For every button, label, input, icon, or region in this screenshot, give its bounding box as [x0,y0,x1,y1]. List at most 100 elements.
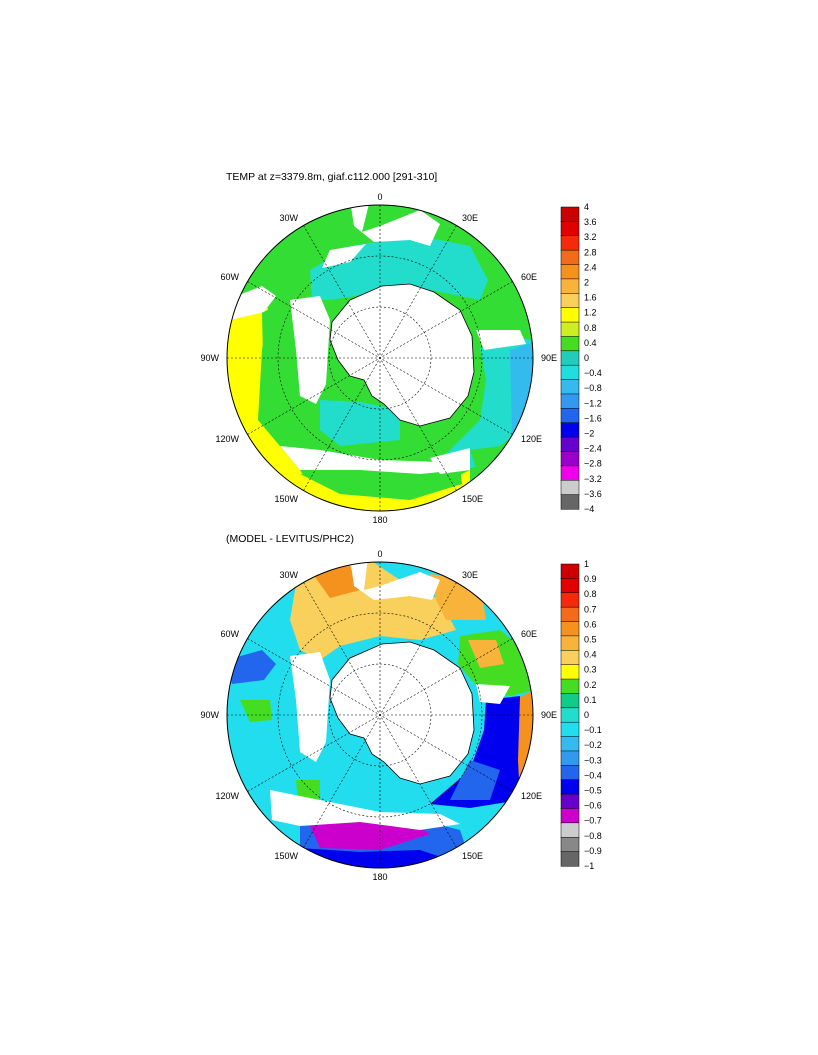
colorbar-swatch [560,606,580,623]
colorbar-swatch [560,206,580,222]
colorbar-label: −2.8 [584,459,602,469]
lon-label-180: 180 [372,515,387,525]
colorbar-label: 0 [584,710,589,720]
colorbar-swatch [560,765,580,781]
colorbar-swatch [560,393,580,409]
colorbar-swatch [560,379,580,395]
lon-label-30w: 30W [279,570,298,580]
colorbar-label: −3.6 [584,489,602,499]
colorbar-label: 1.2 [584,308,597,318]
colorbar-swatch [560,779,580,795]
colorbar-label: 0.4 [584,338,597,348]
colorbar-swatch [560,235,580,251]
colorbar-swatch [560,635,580,651]
colorbar-label: −0.8 [584,383,602,393]
colorbar-swatch [560,664,580,680]
temp-map: 0 30E 60E 90E 120E 150E 180 150W 120W 90… [200,192,557,525]
lon-label-150e: 150E [462,851,483,861]
colorbar-label: 0.7 [584,604,597,614]
lon-label-120w: 120W [215,791,239,801]
temp-lon-labels: 0 30E 60E 90E 120E 150E 180 150W 120W 90… [200,192,557,525]
colorbar-swatch [560,650,580,666]
lon-label-60w: 60W [220,629,239,639]
lon-label-0: 0 [377,192,382,202]
colorbar-label: 0.4 [584,650,597,660]
colorbar-swatch [560,578,580,594]
diff-colorbar: 1 0.9 0.8 0.7 0.6 0.5 0.4 0.3 0.2 0.1 0 −0.1 −0.2 −0.… [560,559,602,871]
colorbar-label: −2 [584,429,594,439]
colorbar-swatch [560,336,580,352]
colorbar-label: 0 [584,353,589,363]
colorbar-label: 4 [584,202,589,212]
lon-label-120e: 120E [521,434,542,444]
field-green-west [240,700,272,722]
colorbar-label: −3.2 [584,474,602,484]
colorbar-label: −2.4 [584,444,602,454]
colorbar-swatch [560,293,580,309]
colorbar-label: −1.2 [584,398,602,408]
colorbar-label: −1 [584,861,594,871]
field-blue-east [430,696,520,808]
colorbar-label: 1.6 [584,293,597,303]
colorbar-swatch [560,851,580,867]
field-missing-peninsula [290,296,330,404]
colorbar-swatch [560,836,580,853]
colorbar-swatch [560,808,580,824]
field-green-south [300,466,462,500]
colorbar-label: −0.3 [584,755,602,765]
colorbar-label: −0.6 [584,801,602,811]
field-lightblue-east [510,342,533,440]
antarctica-continent [329,641,475,785]
colorbar-swatch [560,465,580,481]
field-orange-northwest [310,566,360,598]
field-magenta-south [310,820,430,850]
diff-panel-title: (MODEL - LEVITUS/PHC2) [226,533,354,545]
colorbar-swatch [560,621,580,637]
colorbar-label: 0.8 [584,323,597,333]
colorbar-swatch [560,422,580,438]
colorbar-label: −0.4 [584,770,602,780]
temp-field [227,205,533,511]
field-missing-peninsula [290,652,330,762]
field-missing-north [350,562,440,600]
lon-label-0: 0 [377,549,382,559]
colorbar-swatch [560,408,580,424]
colorbar-label: 0.2 [584,680,597,690]
colorbar-label: −0.7 [584,816,602,826]
temp-colorbar: 4 3.6 3.2 2.8 2.4 2 1.6 1.2 0.8 0.4 0 −0.4 −0.8 −1.2 −… [560,202,602,514]
field-green-sw [296,780,320,800]
temp-panel: TEMP at z=3379.8m, giaf.c112.000 [291-31… [200,171,601,525]
colorbar-swatch [560,494,580,510]
colorbar-swatch [560,693,580,709]
colorbar-label: 2.8 [584,247,597,257]
field-missing-north [350,205,440,246]
temp-panel-title: TEMP at z=3379.8m, giaf.c112.000 [291-31… [226,171,437,183]
colorbar-swatch [560,707,580,723]
colorbar-label: 0.3 [584,665,597,675]
colorbar-swatch [560,721,580,738]
colorbar-label: 2.4 [584,262,597,272]
colorbar-swatch [560,307,580,323]
field-orange-east [468,640,504,668]
lon-label-30w: 30W [279,213,298,223]
colorbar-label: 3.6 [584,217,597,227]
colorbar-swatch [560,592,580,608]
colorbar-label: 0.9 [584,574,597,584]
colorbar-label: −0.4 [584,368,602,378]
field-missing-sa [227,286,276,320]
lon-label-30e: 30E [462,570,478,580]
diff-map: 0 30E 60E 90E 120E 150E 180 150W 120W 90… [200,549,557,882]
lon-label-120e: 120E [521,791,542,801]
diff-graticule [227,562,533,868]
lon-label-150w: 150W [274,851,298,861]
colorbar-label: −0.9 [584,846,602,856]
lon-label-90w: 90W [200,710,219,720]
field-lightblue-east [450,760,500,800]
field-missing-south [280,446,460,474]
colorbar-label: 0.1 [584,695,597,705]
colorbar-label: 0.5 [584,635,597,645]
colorbar-label: 3.2 [584,232,597,242]
lon-label-60e: 60E [521,272,537,282]
colorbar-label: −0.8 [584,831,602,841]
